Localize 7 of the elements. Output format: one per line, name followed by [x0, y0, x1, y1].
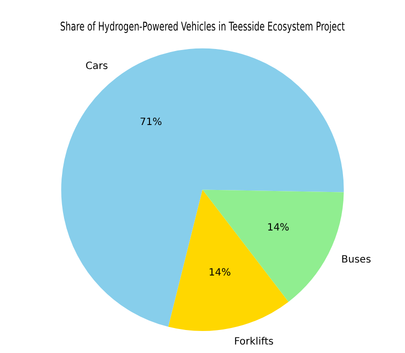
data-label: 14% — [267, 222, 290, 234]
slice-label: Buses — [341, 254, 372, 266]
data-label: 71% — [140, 117, 162, 128]
slice-label: Cars — [85, 60, 108, 72]
data-label: 14% — [208, 267, 231, 278]
slice-label: Forklifts — [234, 336, 274, 348]
chart-title: Share of Hydrogen-Powered Vehicles in Teesside Ecosystem Project — [60, 20, 345, 34]
